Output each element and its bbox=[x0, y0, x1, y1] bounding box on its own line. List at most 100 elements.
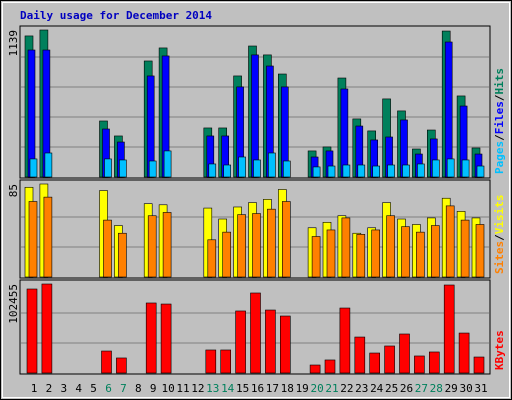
bar bbox=[251, 54, 259, 178]
bar bbox=[354, 336, 366, 374]
x-tick-label: 6 bbox=[105, 382, 112, 395]
legend-entry: Hits bbox=[493, 68, 506, 95]
y-tick-label: 85 bbox=[7, 184, 20, 197]
legend-entry: KBytes bbox=[493, 330, 506, 370]
bar bbox=[238, 156, 246, 178]
bar bbox=[309, 364, 321, 374]
bar bbox=[148, 160, 157, 178]
bar bbox=[326, 229, 336, 278]
x-tick-label: 29 bbox=[445, 382, 458, 395]
bar bbox=[220, 349, 231, 374]
x-tick-label: 15 bbox=[236, 382, 249, 395]
x-tick-label: 2 bbox=[46, 382, 53, 395]
bar bbox=[416, 231, 425, 278]
bar bbox=[445, 205, 455, 278]
bar bbox=[104, 158, 112, 178]
bar bbox=[340, 88, 349, 178]
bar bbox=[44, 152, 53, 178]
bar bbox=[357, 164, 366, 178]
bar bbox=[41, 283, 53, 374]
x-tick-label: 5 bbox=[90, 382, 97, 395]
x-tick-label: 24 bbox=[370, 382, 384, 395]
x-tick-label: 25 bbox=[385, 382, 398, 395]
bar bbox=[461, 159, 470, 178]
x-tick-label: 20 bbox=[310, 382, 323, 395]
chart-title: Daily usage for December 2014 bbox=[20, 9, 212, 22]
bar bbox=[475, 224, 485, 278]
bar bbox=[460, 219, 470, 278]
bar bbox=[458, 332, 470, 374]
x-tick-label: 10 bbox=[161, 382, 174, 395]
legend-separator: / bbox=[493, 94, 506, 101]
x-tick-label: 11 bbox=[176, 382, 189, 395]
bar bbox=[252, 213, 261, 278]
bar bbox=[444, 41, 453, 178]
bar bbox=[414, 355, 425, 374]
bar bbox=[27, 49, 36, 178]
x-tick-label: 7 bbox=[120, 382, 127, 395]
bar bbox=[26, 288, 38, 374]
x-tick-label: 3 bbox=[60, 382, 67, 395]
bar bbox=[160, 303, 172, 374]
x-tick-label: 23 bbox=[355, 382, 368, 395]
bar bbox=[431, 159, 440, 178]
bar bbox=[324, 359, 336, 374]
bar bbox=[401, 226, 410, 278]
bar bbox=[118, 232, 127, 278]
bar bbox=[116, 357, 127, 374]
bar bbox=[268, 152, 276, 178]
legend: Sites/Visits bbox=[493, 195, 506, 275]
bar bbox=[384, 345, 395, 374]
bar bbox=[386, 215, 395, 278]
bar bbox=[43, 196, 53, 278]
legend: KBytes bbox=[493, 330, 506, 370]
bar bbox=[163, 150, 172, 178]
bar bbox=[342, 164, 351, 178]
x-tick-label: 4 bbox=[75, 382, 82, 395]
bar bbox=[119, 159, 127, 178]
bar bbox=[237, 214, 246, 278]
bar bbox=[29, 158, 38, 178]
bar bbox=[417, 163, 425, 178]
x-tick-label: 16 bbox=[251, 382, 264, 395]
x-tick-label: 1 bbox=[31, 382, 38, 395]
x-tick-label: 22 bbox=[340, 382, 353, 395]
x-tick-label: 17 bbox=[266, 382, 279, 395]
bar bbox=[205, 349, 217, 374]
legend-separator: / bbox=[493, 134, 506, 141]
x-tick-label: 26 bbox=[400, 382, 413, 395]
bar bbox=[476, 165, 485, 178]
legend-entry: Visits bbox=[493, 195, 506, 235]
bar bbox=[28, 201, 38, 278]
bar bbox=[339, 307, 351, 374]
legend-entry: Files bbox=[493, 101, 506, 134]
bar bbox=[402, 164, 410, 178]
bar bbox=[101, 350, 112, 374]
x-tick-label: 14 bbox=[221, 382, 235, 395]
bar bbox=[253, 159, 261, 178]
bar bbox=[387, 164, 395, 178]
bar bbox=[443, 284, 455, 374]
x-tick-label: 27 bbox=[415, 382, 428, 395]
bar bbox=[208, 163, 217, 178]
legend-separator: / bbox=[493, 234, 506, 241]
bar bbox=[428, 351, 440, 374]
bar bbox=[223, 164, 231, 178]
x-tick-label: 8 bbox=[135, 382, 142, 395]
bar bbox=[327, 165, 336, 178]
bar bbox=[222, 231, 231, 278]
bar bbox=[207, 239, 217, 278]
bar bbox=[446, 158, 455, 178]
legend-entry: Sites bbox=[493, 241, 506, 274]
bar bbox=[473, 356, 485, 374]
bar bbox=[399, 333, 410, 374]
x-tick-label: 12 bbox=[191, 382, 204, 395]
bar bbox=[312, 166, 321, 178]
bar bbox=[282, 160, 291, 178]
legend: Pages/Files/Hits bbox=[493, 68, 506, 174]
bar bbox=[103, 219, 112, 278]
bar bbox=[372, 165, 381, 178]
bar bbox=[341, 217, 351, 278]
y-tick-label: 1139 bbox=[7, 30, 20, 57]
